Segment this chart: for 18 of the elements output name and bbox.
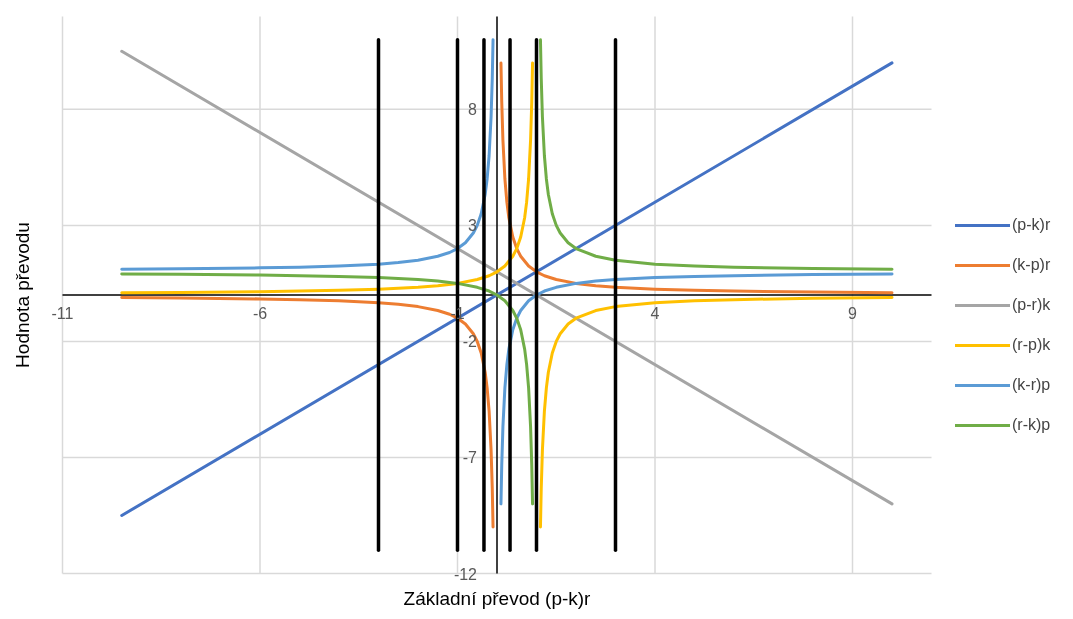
x-tick-label: -1 xyxy=(450,305,465,322)
x-tick-label: 4 xyxy=(650,305,660,322)
y-axis-title: Hodnota převodu xyxy=(11,222,33,368)
legend-label: (p-r)k xyxy=(1012,296,1051,314)
y-tick-label: 3 xyxy=(468,217,478,235)
y-tick-label: 8 xyxy=(468,101,478,119)
legend-label: (r-k)p xyxy=(1012,416,1051,434)
legend-label: (p-k)r xyxy=(1012,216,1051,234)
x-tick-label: 9 xyxy=(848,305,858,322)
x-axis-title: Základní převod (p-k)r xyxy=(403,587,592,609)
x-tick-label: -6 xyxy=(252,305,268,322)
legend-label: (r-p)k xyxy=(1012,336,1051,354)
y-tick-label: -7 xyxy=(462,449,478,467)
legend-label: (k-r)p xyxy=(1012,376,1051,394)
y-tick-label: -12 xyxy=(453,565,478,583)
y-tick-label: -2 xyxy=(462,333,478,351)
legend-label: (k-p)r xyxy=(1012,256,1051,274)
x-tick-label: -11 xyxy=(51,305,74,322)
